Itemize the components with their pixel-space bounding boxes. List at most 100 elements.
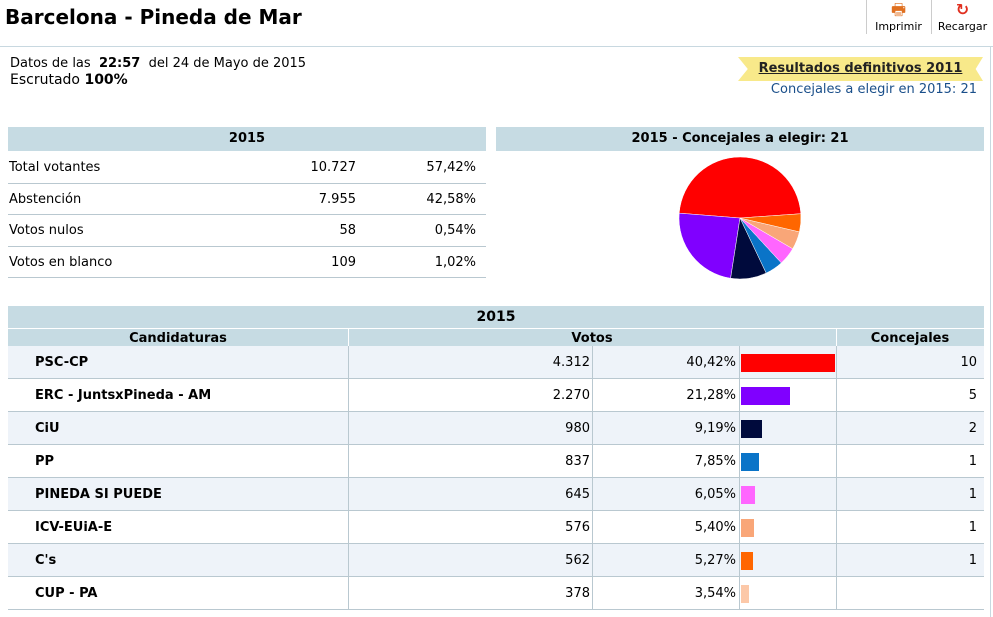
vote-share-bar (741, 354, 835, 372)
page-title: Barcelona - Pineda de Mar (5, 5, 302, 29)
cell-sep (836, 445, 837, 478)
summary-value: 7.955 (318, 191, 356, 207)
summary-row: Abstención 7.955 42,58% (8, 184, 486, 215)
party-row: PINEDA SI PUEDE 645 6,05% 1 (8, 478, 984, 511)
party-name: CUP - PA (35, 586, 98, 601)
cell-sep (739, 445, 740, 478)
results-2011-ribbon[interactable]: Resultados definitivos 2011 (738, 57, 983, 81)
summary-header: 2015 (8, 127, 486, 151)
cell-sep (739, 511, 740, 544)
party-row: C's 562 5,27% 1 (8, 544, 984, 577)
update-date: del 24 de Mayo de 2015 (148, 56, 307, 71)
col-concejales: Concejales (870, 331, 950, 346)
summary-pct: 0,54% (434, 223, 476, 238)
cell-sep (836, 544, 837, 577)
vote-share-bar (741, 420, 763, 438)
summary-row: Votos nulos 58 0,54% (8, 215, 486, 247)
party-pct: 6,05% (694, 487, 736, 502)
col-sep (836, 329, 837, 347)
cell-sep (836, 577, 837, 610)
party-votes: 562 (565, 553, 590, 568)
pie-slice-erc-juntsxpineda-am (678, 212, 741, 279)
cell-sep (348, 412, 349, 445)
summary-value: 58 (339, 223, 356, 238)
party-votes: 645 (565, 487, 590, 502)
party-votes: 2.270 (552, 388, 590, 403)
party-votes: 576 (565, 520, 590, 535)
pie-slice-c-s (739, 213, 802, 233)
cell-sep (348, 445, 349, 478)
col-candidaturas: Candidaturas (129, 331, 227, 346)
cell-sep (739, 412, 740, 445)
party-name: ERC - JuntsxPineda - AM (35, 388, 212, 403)
cell-sep (592, 346, 593, 379)
party-seats: 1 (968, 553, 977, 568)
cell-sep (592, 577, 593, 610)
vote-share-bar (741, 486, 756, 504)
vote-share-bar (741, 519, 754, 537)
summary-row: Votos en blanco 109 1,02% (8, 247, 486, 278)
party-name: ICV-EUiA-E (35, 520, 113, 535)
update-info: Datos de las 22:57 del 24 de Mayo de 201… (10, 56, 306, 88)
update-time: 22:57 (98, 56, 141, 71)
cell-sep (836, 478, 837, 511)
summary-label: Votos en blanco (9, 254, 113, 270)
cell-sep (592, 445, 593, 478)
cell-sep (592, 544, 593, 577)
cell-sep (592, 511, 593, 544)
party-row: PP 837 7,85% 1 (8, 445, 984, 478)
summary-label: Votos nulos (9, 223, 84, 238)
summary-value: 10.727 (310, 160, 357, 175)
cell-sep (836, 412, 837, 445)
cell-sep (348, 346, 349, 379)
summary-pct: 57,42% (426, 160, 476, 175)
cell-sep (348, 478, 349, 511)
party-seats: 2 (968, 421, 977, 436)
party-votes: 837 (565, 454, 590, 469)
results-table: 2015 Candidaturas Votos Concejales PSC-C… (8, 306, 984, 610)
summary-pct: 42,58% (426, 191, 476, 207)
reload-button[interactable]: ↻ Recargar (931, 0, 993, 34)
cell-sep (739, 577, 740, 610)
right-border (990, 46, 991, 617)
vote-share-bar (741, 585, 750, 603)
party-pct: 40,42% (686, 355, 736, 370)
cell-sep (739, 346, 740, 379)
pie-slice-psc-cp (678, 156, 802, 219)
header-divider (0, 46, 993, 47)
party-name: PSC-CP (35, 355, 89, 370)
party-votes: 980 (565, 421, 590, 436)
party-seats: 1 (968, 454, 977, 469)
cell-sep (348, 577, 349, 610)
datos-prefix: Datos de las (10, 56, 91, 71)
party-votes: 4.312 (552, 355, 590, 370)
party-rows: PSC-CP 4.312 40,42% 10 ERC - JuntsxPineda - … (8, 346, 984, 610)
party-row: ERC - JuntsxPineda - AM 2.270 21,28% 5 (8, 379, 984, 412)
pie-header: 2015 - Concejales a elegir: 21 (496, 127, 984, 151)
vote-share-bar (741, 453, 760, 471)
summary-table: Total votantes 10.727 57,42% Abstención … (8, 152, 486, 278)
results-column-header: Candidaturas Votos Concejales (8, 328, 984, 347)
summary-label: Abstención (9, 191, 82, 207)
summary-pct: 1,02% (434, 254, 476, 270)
results-header: 2015 (8, 306, 984, 328)
cell-sep (836, 511, 837, 544)
escrutado-value: 100% (84, 72, 128, 88)
party-row: CUP - PA 378 3,54% (8, 577, 984, 610)
vote-share-bar (741, 387, 791, 405)
print-button[interactable]: 🖶 Imprimir (866, 0, 930, 34)
datos-line: Datos de las 22:57 del 24 de Mayo de 201… (10, 56, 306, 72)
results-2011-link[interactable]: Resultados definitivos 2011 (758, 61, 963, 76)
page-header: Barcelona - Pineda de Mar 🖶 Imprimir ↻ R… (0, 0, 993, 36)
summary-label: Total votantes (9, 160, 101, 175)
summary-row: Total votantes 10.727 57,42% (8, 152, 486, 184)
col-votos: Votos (571, 331, 613, 346)
reload-label: Recargar (937, 20, 988, 33)
party-row: ICV-EUiA-E 576 5,40% 1 (8, 511, 984, 544)
cell-sep (348, 511, 349, 544)
party-name: CiU (35, 421, 60, 436)
cell-sep (348, 544, 349, 577)
party-pct: 7,85% (694, 454, 736, 469)
party-name: PINEDA SI PUEDE (35, 487, 162, 502)
party-pct: 21,28% (686, 388, 736, 403)
